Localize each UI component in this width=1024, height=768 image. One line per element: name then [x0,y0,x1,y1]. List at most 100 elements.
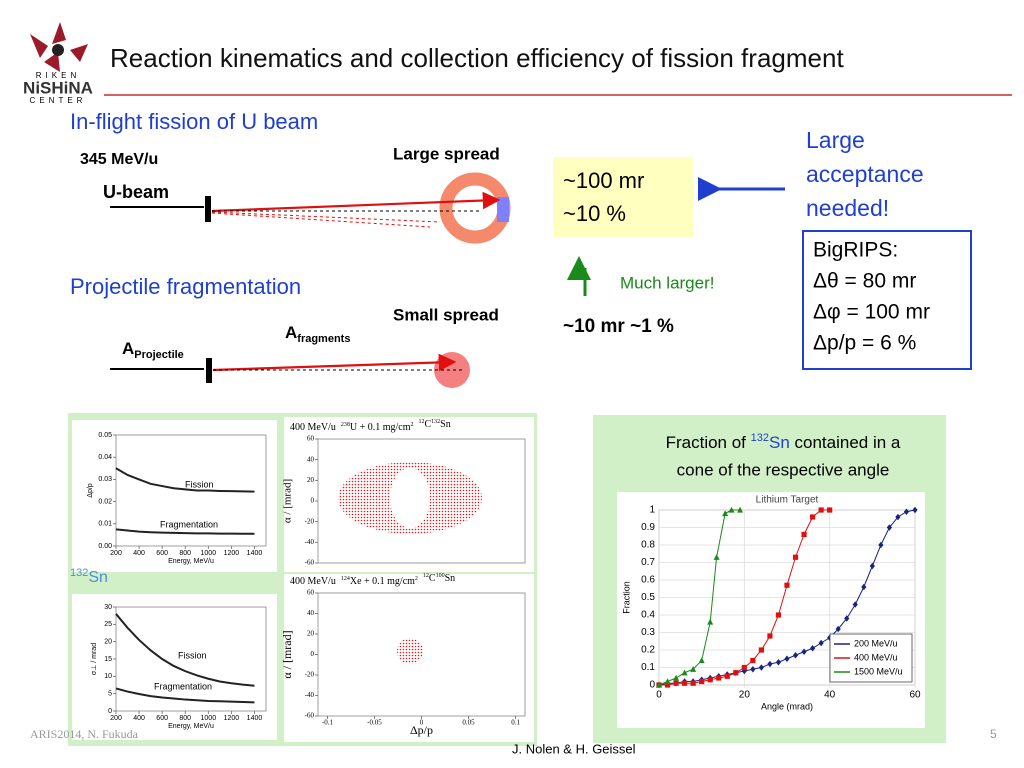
point [869,562,875,570]
point [895,513,901,521]
bigrips-box [802,230,972,370]
x-tick-label: 1400 [247,715,263,722]
x-tick-label: 1000 [201,715,217,722]
isotope-label: 132Sn [70,567,108,586]
x-tick-label: 800 [179,550,191,557]
logo-text: RIKEN [36,71,80,80]
point [707,618,714,625]
beam-label: U-beam [103,182,169,202]
point [827,507,833,513]
fragment-dash [211,211,441,223]
point [767,633,773,639]
point [713,554,720,560]
y-tick-label: 0.9 [641,522,655,533]
point [818,639,824,647]
title-part: 2 [415,576,418,582]
point [682,680,688,686]
y-tick-label: 25 [104,621,112,628]
title-part: 2 [410,422,413,428]
y-axis-label: α / [mrad] [280,630,294,678]
series-line [115,687,255,704]
y-tick-label: 0.5 [641,592,655,603]
y-tick-label: 40 [307,455,315,463]
point [664,678,671,685]
x-axis-label: Energy, MeV/u [168,723,214,730]
y-tick-label: 1 [649,505,655,516]
title-part: 132 [431,419,440,425]
plot-bg [284,417,534,572]
title-part: 400 MeV/u [290,576,336,587]
logo-text: CENTER [30,96,87,105]
spread-box [553,157,693,237]
bigrips-line: Δφ = 100 mr [813,301,930,324]
logo-text: NiSHiNA [23,78,93,97]
point [722,510,729,517]
page-number: 5 [990,727,997,741]
y-tick-label: 0 [108,708,112,715]
y-tick-label: 20 [307,476,315,484]
fragment-dash [211,212,431,228]
point [758,664,764,671]
chart-title: 400 MeV/u 238U + 0.1 mg/cm2 12C132Sn [290,419,451,433]
x-tick-label: -0.05 [367,719,382,727]
y-tick-label: -40 [305,538,315,546]
point [886,524,892,531]
y-axis-label: Fraction [621,581,631,614]
series-label: Fragmentation [160,519,218,529]
scatter-cloud [338,462,482,534]
y-tick-label: 60 [307,589,315,597]
spread-value: ~100 mr [563,168,644,193]
x-tick-label: 200 [110,715,122,722]
y-tick-label: 60 [307,435,315,443]
point [852,601,858,608]
series-line [115,528,255,535]
spread-value: ~10 % [563,201,626,226]
x-tick-label: 0 [420,719,424,727]
point [767,660,773,668]
fragment-path [212,353,457,372]
legend-label: 400 MeV/u [854,652,898,662]
point [673,674,680,681]
point [758,647,764,653]
scatter-cloud [397,638,423,664]
y-tick-label: 0.00 [98,543,112,550]
point [750,666,756,673]
spread-value: ~10 mr ~1 % [563,316,674,337]
point [784,582,790,588]
title-part: 400 MeV/u [290,422,336,433]
projectile-label: AProjectile [122,339,184,360]
point [792,652,799,659]
panel-heading: Fraction of 132Sn contained in a [666,432,901,453]
point [801,648,807,655]
point [835,625,841,633]
y-tick-label: -60 [305,712,315,720]
y-tick-label: -40 [305,691,315,699]
x-axis-label: Angle (mrad) [761,701,813,711]
y-tick-label: 0 [311,650,315,658]
title-part: 100 [436,573,445,579]
series-line [115,613,255,687]
x-tick-label: 1000 [201,550,217,557]
title-part: 124 [341,576,350,582]
point [673,680,679,686]
x-tick-label: 0.05 [462,719,475,727]
title-part: Sn [440,419,451,430]
point [698,657,705,664]
point [792,554,799,560]
y-tick-label: 30 [104,604,112,611]
title-part: Xe + 0.1 mg/cm [350,576,415,587]
x-tick-label: 0 [656,690,662,701]
x-tick-label: 20 [739,690,751,701]
x-tick-label: 800 [179,715,191,722]
x-tick-label: 600 [156,550,168,557]
point [733,670,739,676]
x-tick-label: 0.1 [511,719,520,727]
logo: RIKEN NiSHiNA CENTER [23,22,93,105]
point [664,682,671,688]
fragment-path [211,191,501,213]
point [801,531,807,538]
section-heading: In-flight fission of U beam [70,109,318,134]
chart-title: 400 MeV/u 124Xe + 0.1 mg/cm2 12C100Sn [290,573,455,587]
title-part: U + 0.1 mg/cm [350,422,411,433]
y-tick-label: -60 [305,559,315,567]
